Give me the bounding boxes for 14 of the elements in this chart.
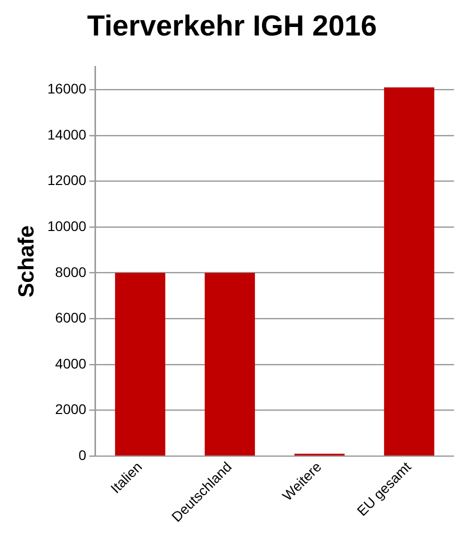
y-tick-label: 6000 bbox=[55, 310, 87, 326]
bar bbox=[384, 87, 434, 456]
y-tick-label: 10000 bbox=[47, 218, 87, 234]
y-tick-label: 2000 bbox=[55, 401, 87, 418]
chart-title: Tierverkehr IGH 2016 bbox=[87, 10, 377, 42]
y-tick-label: 14000 bbox=[47, 126, 87, 142]
bar bbox=[115, 272, 166, 456]
y-axis-title: Schafe bbox=[13, 225, 38, 298]
y-tick-label: 16000 bbox=[47, 80, 87, 97]
bar bbox=[204, 272, 255, 456]
y-tick-label: 8000 bbox=[55, 264, 87, 280]
y-tick-label: 0 bbox=[78, 446, 87, 463]
y-tick-label: 4000 bbox=[55, 355, 87, 372]
y-tick-label: 12000 bbox=[47, 172, 87, 188]
